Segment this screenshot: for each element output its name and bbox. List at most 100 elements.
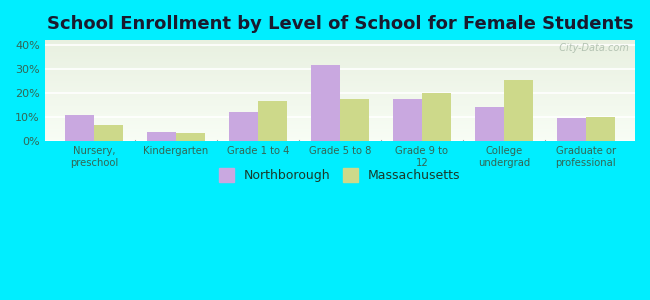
Bar (504, 80, 532, 141)
Bar (45, 139, 635, 140)
Bar (45, 44, 635, 45)
Bar (45, 55, 635, 56)
Bar (45, 137, 635, 138)
Bar (45, 98, 635, 99)
Bar (45, 78, 635, 79)
Bar (45, 124, 635, 125)
Bar (45, 128, 635, 129)
Bar (45, 133, 635, 134)
Bar (45, 122, 635, 123)
Bar (45, 49, 635, 50)
Bar (45, 96, 635, 97)
Bar (45, 75, 635, 76)
Bar (45, 104, 635, 105)
Bar (45, 41, 635, 42)
Bar (45, 91, 635, 92)
Bar (45, 97, 635, 98)
Bar (45, 69, 635, 70)
Bar (45, 82, 635, 83)
Bar (45, 87, 635, 88)
Bar (422, 93, 450, 141)
Bar (45, 110, 635, 111)
Bar (45, 118, 635, 119)
Bar (45, 65, 635, 66)
Bar (45, 93, 635, 94)
Bar (45, 136, 635, 137)
Bar (45, 107, 635, 108)
Text: City-Data.com: City-Data.com (553, 43, 629, 53)
Bar (45, 64, 635, 65)
Bar (45, 46, 635, 47)
Bar (45, 56, 635, 57)
Bar (45, 100, 635, 101)
Bar (45, 135, 635, 136)
Bar (65, 115, 94, 141)
Bar (45, 113, 635, 114)
Bar (45, 66, 635, 67)
Bar (45, 101, 635, 102)
Bar (586, 117, 614, 141)
Bar (45, 131, 635, 132)
Bar (45, 99, 635, 100)
Bar (45, 102, 635, 103)
Bar (45, 53, 635, 54)
Bar (45, 58, 635, 59)
Bar (45, 42, 635, 43)
Bar (45, 109, 635, 110)
Bar (393, 99, 422, 141)
Bar (45, 83, 635, 84)
Bar (45, 95, 635, 96)
Bar (45, 120, 635, 121)
Bar (258, 101, 287, 141)
Bar (45, 115, 635, 116)
Bar (45, 54, 635, 55)
Bar (45, 61, 635, 62)
Bar (45, 52, 635, 53)
Bar (45, 63, 635, 64)
Bar (45, 129, 635, 130)
Bar (45, 121, 635, 122)
Bar (45, 123, 635, 124)
Bar (45, 108, 635, 109)
Bar (45, 68, 635, 69)
Bar (45, 50, 635, 51)
Bar (45, 40, 635, 41)
Bar (45, 126, 635, 127)
Bar (45, 136, 635, 137)
Bar (45, 71, 635, 72)
Bar (45, 62, 635, 63)
Bar (45, 114, 635, 115)
Bar (45, 92, 635, 93)
Bar (45, 81, 635, 82)
Bar (45, 80, 635, 81)
Bar (45, 51, 635, 52)
Bar (45, 117, 635, 118)
Bar (147, 131, 176, 141)
Bar (45, 86, 635, 87)
Bar (45, 94, 635, 95)
Bar (45, 103, 635, 104)
Bar (557, 118, 586, 141)
Bar (94, 125, 122, 141)
Bar (45, 89, 635, 90)
Title: School Enrollment by Level of School for Female Students: School Enrollment by Level of School for… (47, 15, 633, 33)
Bar (45, 112, 635, 113)
Bar (45, 59, 635, 60)
Bar (45, 67, 635, 68)
Bar (45, 79, 635, 80)
Bar (45, 90, 635, 91)
Bar (45, 45, 635, 46)
Bar (176, 133, 205, 141)
Bar (45, 106, 635, 107)
Bar (340, 99, 369, 141)
Bar (229, 112, 258, 141)
Bar (45, 77, 635, 78)
Bar (45, 88, 635, 89)
Bar (475, 107, 504, 141)
Bar (45, 60, 635, 61)
Bar (45, 134, 635, 135)
Bar (45, 85, 635, 86)
Bar (45, 105, 635, 106)
Bar (45, 70, 635, 71)
Bar (45, 48, 635, 49)
